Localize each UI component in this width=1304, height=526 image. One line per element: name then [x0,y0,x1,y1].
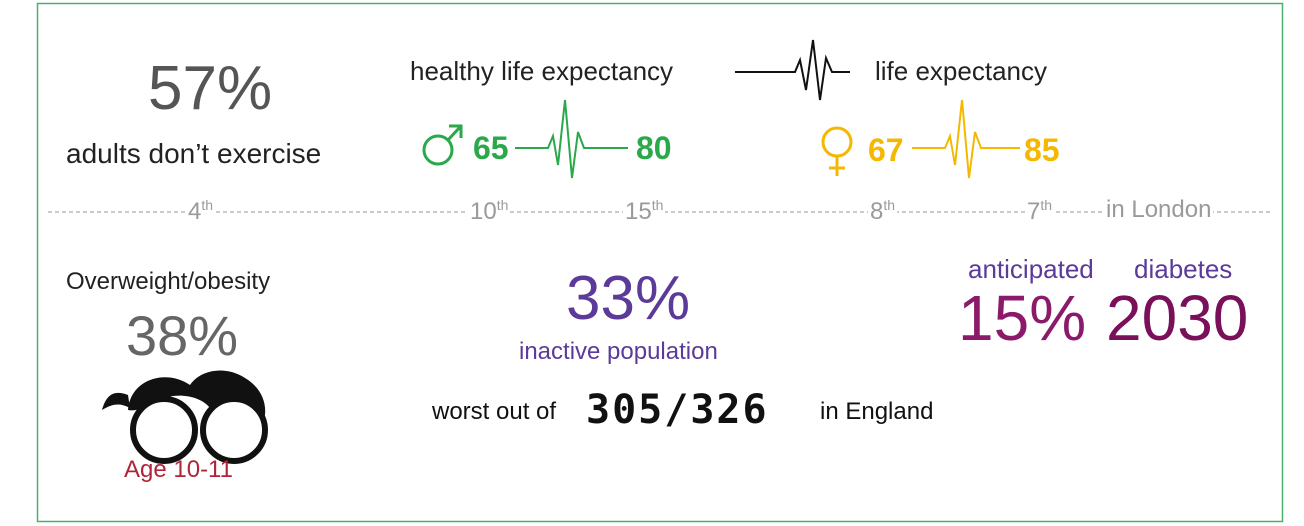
ranking-suffix: th [652,197,664,213]
heartbeat-legend [735,40,850,100]
inactive-prefix: worst out of [432,400,556,424]
inactive-suffix: in England [820,400,933,424]
diabetes-label-right: diabetes [1134,256,1232,282]
ranking-item: 15th [623,198,665,224]
healthy-label: healthy life expectancy [410,58,673,84]
infographic: 57% adults don’t exercise healthy life e… [0,0,1304,526]
ranking-item: 10th [468,198,510,224]
ranking-item: 4th [186,198,215,224]
ranking-number: 7 [1027,198,1040,225]
exercise-label: adults don’t exercise [66,140,321,168]
body: 57% adults don’t exercise healthy life e… [0,0,1304,526]
ranking-suffix: th [201,197,213,213]
obesity-label: Overweight/obesity [66,270,270,294]
ranking-number: 8 [870,198,883,225]
female-healthy: 67 [868,134,904,166]
heartbeat-male [515,100,628,178]
heartbeat-female [912,100,1020,178]
children-icon [102,371,265,461]
ranking-number: 15 [625,198,652,225]
ranking-suffix: th [497,197,509,213]
ranking-number: 4 [188,198,201,225]
inactive-rank: 305/326 [586,390,769,430]
male-healthy: 65 [473,132,509,164]
diabetes-label-left: anticipated [968,256,1094,282]
obesity-age: Age 10-11 [124,458,233,482]
page: {"exercise": {"value": "57%", "label": "… [0,0,1304,526]
male-icon [424,126,461,164]
ranking-item: 8th [868,198,897,224]
total-label: life expectancy [875,58,1047,84]
inactive-value: 33% [566,268,690,330]
diabetes-year: 2030 [1106,286,1248,350]
ranking-scope: in London [1104,198,1213,222]
female-icon [823,128,851,176]
female-total: 85 [1024,134,1060,166]
ranking-suffix: th [883,197,895,213]
diabetes-value: 15% [958,286,1086,350]
ranking-number: 10 [470,198,497,225]
obesity-value: 38% [126,308,238,364]
ranking-suffix: th [1040,197,1052,213]
male-total: 80 [636,132,672,164]
inactive-label: inactive population [519,340,718,364]
ranking-item: 7th [1025,198,1054,224]
exercise-value: 57% [148,58,272,120]
